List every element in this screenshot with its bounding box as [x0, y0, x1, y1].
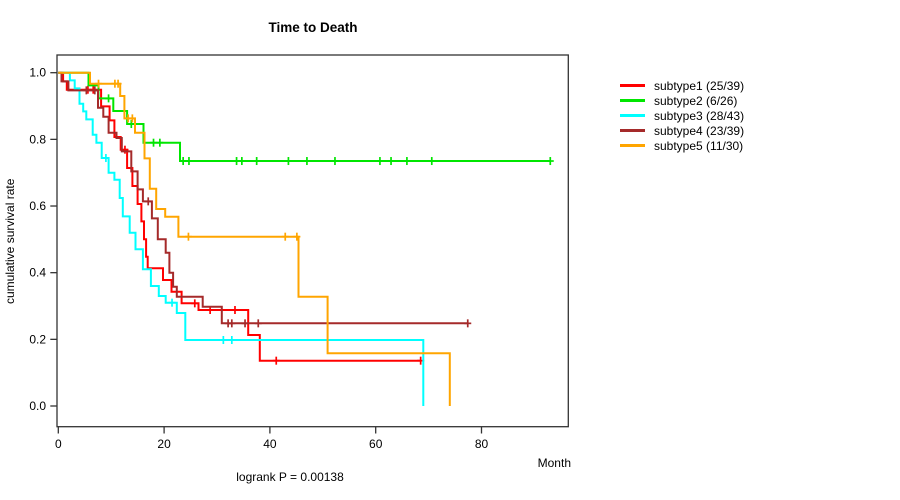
x-axis-label: Month — [537, 456, 571, 470]
survival-curve-subtype3 — [58, 71, 425, 406]
y-tick-label: 1.0 — [29, 66, 46, 80]
x-tick-label: 40 — [263, 437, 277, 451]
legend: subtype1 (25/39) subtype2 (6/26) subtype… — [620, 78, 744, 153]
x-tick-label: 20 — [157, 437, 171, 451]
legend-line-sample — [620, 114, 645, 117]
legend-item-subtype1: subtype1 (25/39) — [620, 78, 744, 93]
legend-item-label: subtype1 (25/39) — [654, 78, 745, 93]
x-tick-label: 0 — [55, 437, 62, 451]
legend-item-subtype2: subtype2 (6/26) — [620, 93, 744, 108]
survival-curve-subtype2 — [58, 71, 551, 162]
survival-curve-subtype5 — [58, 71, 451, 406]
legend-item-label: subtype4 (23/39) — [654, 123, 745, 138]
y-tick-label: 0.4 — [29, 266, 46, 280]
survival-curve-subtype4 — [58, 71, 468, 325]
legend-line-sample — [620, 99, 645, 102]
y-tick-label: 0.0 — [29, 399, 46, 413]
legend-item-label: subtype5 (11/30) — [654, 138, 744, 153]
legend-line-sample — [620, 144, 645, 147]
y-tick-label: 0.6 — [29, 199, 46, 213]
legend-item-subtype4: subtype4 (23/39) — [620, 123, 744, 138]
x-tick-label: 80 — [475, 437, 489, 451]
y-tick-label: 0.8 — [29, 132, 46, 146]
legend-item-subtype5: subtype5 (11/30) — [620, 138, 744, 153]
legend-line-sample — [620, 84, 645, 87]
plot-border — [56, 54, 569, 428]
y-axis-label: cumulative survival rate — [3, 178, 17, 304]
legend-item-label: subtype3 (28/43) — [654, 108, 745, 123]
legend-line-sample — [620, 129, 645, 132]
legend-item-label: subtype2 (6/26) — [654, 93, 738, 108]
logrank-p-annotation: logrank P = 0.00138 — [236, 470, 344, 484]
x-tick-label: 60 — [369, 437, 383, 451]
chart-title: Time to Death — [268, 20, 358, 35]
survival-curve-subtype1 — [58, 71, 421, 362]
y-tick-label: 0.2 — [29, 332, 46, 346]
legend-item-subtype3: subtype3 (28/43) — [620, 108, 744, 123]
